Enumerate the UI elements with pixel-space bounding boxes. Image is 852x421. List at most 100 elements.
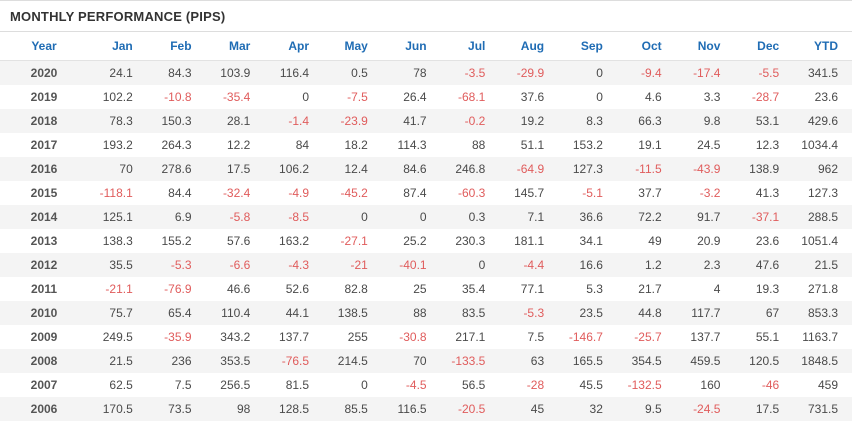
table-row: 2013 138.3 155.2 57.6 163.2 -27.1 25.2 230.3 181… xyxy=(0,229,852,253)
value-cell: 962 xyxy=(817,162,838,176)
value-cell: 18.2 xyxy=(344,138,368,152)
value-cell: 66.3 xyxy=(638,114,662,128)
value-cell: -6.6 xyxy=(229,258,251,272)
value-cell: 45 xyxy=(530,402,545,416)
value-cell: 125.1 xyxy=(102,210,133,224)
value-cell: 4.6 xyxy=(644,90,662,104)
value-cell: 45.5 xyxy=(579,378,603,392)
value-cell: 51.1 xyxy=(520,138,545,152)
value-cell: -25.7 xyxy=(634,330,662,344)
value-cell: -20.5 xyxy=(458,402,486,416)
value-cell: 106.2 xyxy=(279,162,310,176)
value-cell: 255 xyxy=(347,330,368,344)
value-cell: 78.3 xyxy=(109,114,133,128)
value-cell: 84.6 xyxy=(403,162,427,176)
value-cell: 7.5 xyxy=(174,378,192,392)
value-cell: 23.6 xyxy=(814,90,838,104)
value-cell: 181.1 xyxy=(514,234,545,248)
value-cell: 0 xyxy=(302,90,310,104)
value-cell: 78 xyxy=(413,66,427,80)
value-cell: 57.6 xyxy=(226,234,251,248)
value-cell: -68.1 xyxy=(458,90,486,104)
value-cell: -37.1 xyxy=(751,210,780,224)
value-cell: 288.5 xyxy=(807,210,838,224)
value-cell: 75.7 xyxy=(109,306,133,320)
value-cell: 46.6 xyxy=(226,282,251,296)
value-cell: 103.9 xyxy=(220,66,251,80)
value-cell: 7.5 xyxy=(527,330,545,344)
value-cell: 91.7 xyxy=(697,210,721,224)
value-cell: 127.3 xyxy=(572,162,603,176)
column-header-mar: Mar xyxy=(205,32,265,61)
value-cell: -5.3 xyxy=(523,306,545,320)
value-cell: 246.8 xyxy=(455,162,486,176)
value-cell: 0 xyxy=(478,258,486,272)
value-cell: 19.3 xyxy=(755,282,780,296)
value-cell: 19.2 xyxy=(520,114,545,128)
column-header-ytd: YTD xyxy=(793,32,852,61)
value-cell: 7.1 xyxy=(527,210,545,224)
value-cell: 1163.7 xyxy=(802,330,838,344)
value-cell: 6.9 xyxy=(174,210,192,224)
value-cell: -17.4 xyxy=(693,66,721,80)
value-cell: 217.1 xyxy=(455,330,486,344)
value-cell: 214.5 xyxy=(337,354,368,368)
value-cell: 88 xyxy=(472,138,486,152)
value-cell: 341.5 xyxy=(807,66,838,80)
value-cell: 12.2 xyxy=(226,138,251,152)
value-cell: -11.5 xyxy=(635,162,662,176)
year-cell: 2014 xyxy=(30,210,58,224)
table-row: 2012 35.5 -5.3 -6.6 -4.3 -21 -40.1 0 -4.4 16.6 1.2… xyxy=(0,253,852,277)
value-cell: -35.9 xyxy=(164,330,192,344)
value-cell: 55.1 xyxy=(755,330,780,344)
value-cell: 4 xyxy=(713,282,721,296)
value-cell: 731.5 xyxy=(807,402,838,416)
value-cell: -3.5 xyxy=(464,66,486,80)
value-cell: -64.9 xyxy=(516,162,545,176)
value-cell: 459.5 xyxy=(690,354,721,368)
value-cell: 0.3 xyxy=(468,210,486,224)
value-cell: 41.3 xyxy=(755,186,780,200)
value-cell: 19.1 xyxy=(638,138,662,152)
value-cell: 9.5 xyxy=(644,402,662,416)
value-cell: 84.4 xyxy=(168,186,192,200)
value-cell: 72.2 xyxy=(638,210,662,224)
value-cell: -43.9 xyxy=(693,162,721,176)
value-cell: -30.8 xyxy=(399,330,427,344)
value-cell: 8.3 xyxy=(586,114,603,128)
year-cell: 2007 xyxy=(30,378,58,392)
table-row: 2020 24.1 84.3 103.9 116.4 0.5 78 -3.5 -29.9 0 -9.… xyxy=(0,60,852,85)
value-cell: 137.7 xyxy=(690,330,721,344)
year-cell: 2013 xyxy=(30,234,58,248)
table-row: 2019 102.2 -10.8 -35.4 0 -7.5 26.4 -68.1 37.6 0 4.… xyxy=(0,85,852,109)
value-cell: 128.5 xyxy=(279,402,310,416)
value-cell: -4.9 xyxy=(288,186,310,200)
value-cell: -23.9 xyxy=(340,114,368,128)
value-cell: 137.7 xyxy=(279,330,310,344)
year-cell: 2010 xyxy=(30,306,58,320)
value-cell: 37.7 xyxy=(638,186,662,200)
table-row: 2009 249.5 -35.9 343.2 137.7 255 -30.8 217.1 7.5… xyxy=(0,325,852,349)
table-row: 2014 125.1 6.9 -5.8 -8.5 0 0 0.3 7.1 36.6 72.2 91.7… xyxy=(0,205,852,229)
value-cell: -7.5 xyxy=(347,90,368,104)
value-cell: -0.2 xyxy=(464,114,486,128)
value-cell: 53.1 xyxy=(755,114,780,128)
value-cell: 160 xyxy=(700,378,721,392)
value-cell: 67 xyxy=(765,306,780,320)
year-cell: 2016 xyxy=(30,162,58,176)
value-cell: 44.1 xyxy=(285,306,310,320)
performance-table: Year Jan Feb Mar Apr May Jun Jul Aug Sep Oct Nov Dec… xyxy=(0,32,852,421)
table-header-row: Year Jan Feb Mar Apr May Jun Jul Aug Sep Oct Nov Dec… xyxy=(0,32,852,61)
value-cell: 5.3 xyxy=(586,282,603,296)
value-cell: 73.5 xyxy=(168,402,192,416)
value-cell: 138.3 xyxy=(102,234,133,248)
value-cell: 459 xyxy=(817,378,838,392)
table-row: 2010 75.7 65.4 110.4 44.1 138.5 88 83.5 -5.3 23.5… xyxy=(0,301,852,325)
value-cell: 0 xyxy=(596,90,603,104)
value-cell: 47.6 xyxy=(755,258,780,272)
table-body: 2020 24.1 84.3 103.9 116.4 0.5 78 -3.5 -29.9 0 -9.… xyxy=(0,60,852,421)
value-cell: 236 xyxy=(171,354,192,368)
value-cell: 1848.5 xyxy=(801,354,838,368)
value-cell: 98 xyxy=(236,402,251,416)
